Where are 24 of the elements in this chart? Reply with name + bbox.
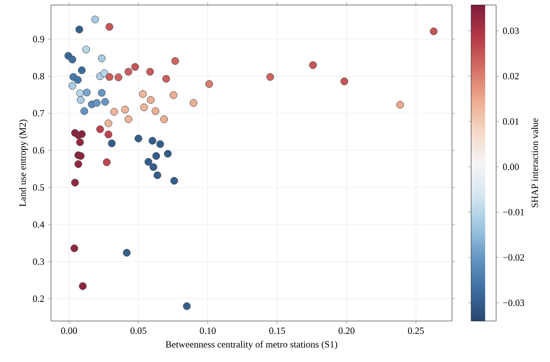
color-bar-label: −0.02 xyxy=(503,254,524,261)
y-axis-title: Land use entropy (M2) xyxy=(19,120,28,206)
color-bar-label: −0.03 xyxy=(503,300,524,306)
y-tick-label: 0.8 xyxy=(33,72,44,80)
x-tick-label: 0.00 xyxy=(61,328,77,334)
color-bar-label: −0.01 xyxy=(503,208,524,216)
x-tick-label: 0.10 xyxy=(200,328,216,334)
y-tick-label: 0.3 xyxy=(33,258,44,265)
y-tick-label: 0.4 xyxy=(33,221,44,228)
color-bar-label: 0.01 xyxy=(502,118,519,125)
x-axis-title: Betweenness centrality of metro stations (S1) xyxy=(166,340,338,350)
y-tick-label: 0.5 xyxy=(33,184,44,191)
x-tick-label: 0.20 xyxy=(338,328,354,334)
color-bar-label: 0.03 xyxy=(502,28,519,34)
y-tick-label: 0.9 xyxy=(33,36,44,42)
color-bar-label: 0.00 xyxy=(502,164,519,170)
x-tick-label: 0.25 xyxy=(408,328,424,334)
x-tick-label: 0.15 xyxy=(269,328,286,334)
y-tick-label: 0.6 xyxy=(33,147,44,154)
x-tick-label: 0.05 xyxy=(130,328,146,334)
color-bar-title: SHAP interaction value xyxy=(531,118,538,208)
y-tick-label: 0.2 xyxy=(33,296,44,302)
y-tick-label: 0.7 xyxy=(33,110,44,117)
color-bar-label: 0.02 xyxy=(502,72,519,80)
